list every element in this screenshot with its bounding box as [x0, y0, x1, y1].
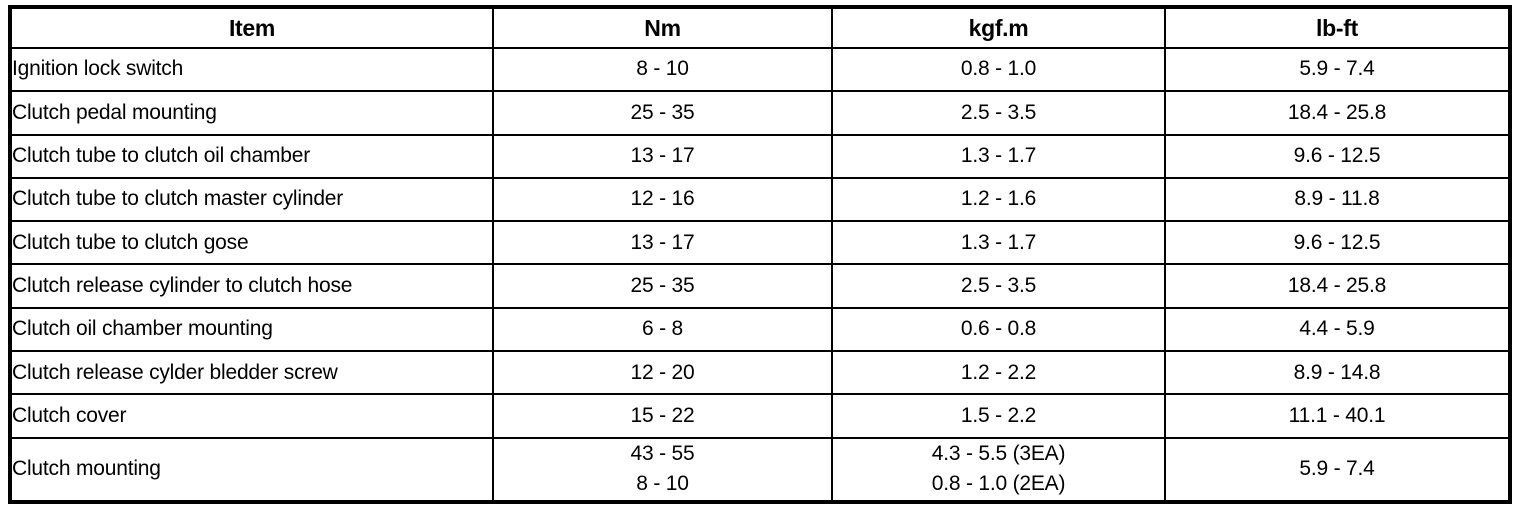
- column-header-item: Item: [9, 6, 494, 49]
- item-cell: Clutch mounting: [9, 436, 494, 504]
- nm-cell: 25 - 35: [492, 90, 833, 136]
- nm-cell: 15 - 22: [492, 393, 833, 439]
- header-row: Item Nm kgf.m lb-ft: [9, 6, 1511, 49]
- table-row: Clutch release cylinder to clutch hose 25…: [9, 263, 1511, 309]
- item-cell: Clutch tube to clutch oil chamber: [9, 133, 494, 179]
- item-cell: Clutch pedal mounting: [9, 90, 494, 136]
- kgfm-cell: 1.3 - 1.7: [831, 133, 1166, 179]
- table-row: Clutch oil chamber mounting 6 - 8 0.6 - 0.…: [9, 306, 1511, 353]
- lbft-cell: 9.6 - 12.5: [1164, 220, 1511, 266]
- lbft-cell: 5.9 - 7.4: [1164, 436, 1511, 504]
- lbft-cell: 18.4 - 25.8: [1164, 263, 1511, 309]
- kgfm-cell: 0.8 - 1.0: [831, 46, 1166, 93]
- table-row: Ignition lock switch 8 - 10 0.8 - 1.0 5.9 -…: [9, 46, 1511, 93]
- lbft-cell: 8.9 - 14.8: [1164, 350, 1511, 396]
- item-cell: Clutch cover: [9, 393, 494, 439]
- nm-cell: 43 - 55 8 - 10: [492, 436, 833, 504]
- kgfm-cell: 1.2 - 1.6: [831, 176, 1166, 223]
- kgfm-cell: 1.5 - 2.2: [831, 393, 1166, 439]
- item-cell: Clutch oil chamber mounting: [9, 306, 494, 353]
- table-row: Clutch cover 15 - 22 1.5 - 2.2 11.1 - 40.1: [9, 393, 1511, 439]
- kgfm-cell: 2.5 - 3.5: [831, 263, 1166, 309]
- table-row: Clutch tube to clutch master cylinder 12 …: [9, 176, 1511, 223]
- kgfm-cell: 0.6 - 0.8: [831, 306, 1166, 353]
- kgfm-cell: 1.3 - 1.7: [831, 220, 1166, 266]
- kgfm-cell: 4.3 - 5.5 (3EA) 0.8 - 1.0 (2EA): [831, 436, 1166, 504]
- column-header-lbft: lb-ft: [1164, 6, 1511, 49]
- kgfm-cell: 1.2 - 2.2: [831, 350, 1166, 396]
- lbft-cell: 18.4 - 25.8: [1164, 90, 1511, 136]
- lbft-cell: 4.4 - 5.9: [1164, 306, 1511, 353]
- nm-cell: 13 - 17: [492, 220, 833, 266]
- lbft-cell: 11.1 - 40.1: [1164, 393, 1511, 439]
- item-cell: Clutch tube to clutch master cylinder: [9, 176, 494, 223]
- nm-cell: 12 - 20: [492, 350, 833, 396]
- nm-cell: 8 - 10: [492, 46, 833, 93]
- kgfm-cell: 2.5 - 3.5: [831, 90, 1166, 136]
- lbft-cell: 5.9 - 7.4: [1164, 46, 1511, 93]
- item-cell: Clutch release cylinder to clutch hose: [9, 263, 494, 309]
- lbft-cell: 8.9 - 11.8: [1164, 176, 1511, 223]
- item-cell: Clutch release cylder bledder screw: [9, 350, 494, 396]
- item-cell: Clutch tube to clutch gose: [9, 220, 494, 266]
- nm-cell: 12 - 16: [492, 176, 833, 223]
- torque-spec-table: Item Nm kgf.m lb-ft Ignition lock switch…: [8, 5, 1512, 504]
- lbft-cell: 9.6 - 12.5: [1164, 133, 1511, 179]
- table-row: Clutch release cylder bledder screw 12 - …: [9, 350, 1511, 396]
- table-row: Clutch tube to clutch gose 13 - 17 1.3 - 1…: [9, 220, 1511, 266]
- column-header-nm: Nm: [492, 6, 833, 49]
- table-body: Ignition lock switch 8 - 10 0.8 - 1.0 5.9 -…: [9, 46, 1511, 504]
- nm-cell: 6 - 8: [492, 306, 833, 353]
- item-cell: Ignition lock switch: [9, 46, 494, 93]
- table-row: Clutch pedal mounting 25 - 35 2.5 - 3.5 18.…: [9, 90, 1511, 136]
- table-row: Clutch mounting 43 - 55 8 - 10 4.3 - 5.5 (…: [9, 436, 1511, 504]
- nm-cell: 13 - 17: [492, 133, 833, 179]
- column-header-kgfm: kgf.m: [831, 6, 1166, 49]
- nm-cell: 25 - 35: [492, 263, 833, 309]
- table-row: Clutch tube to clutch oil chamber 13 - 17…: [9, 133, 1511, 179]
